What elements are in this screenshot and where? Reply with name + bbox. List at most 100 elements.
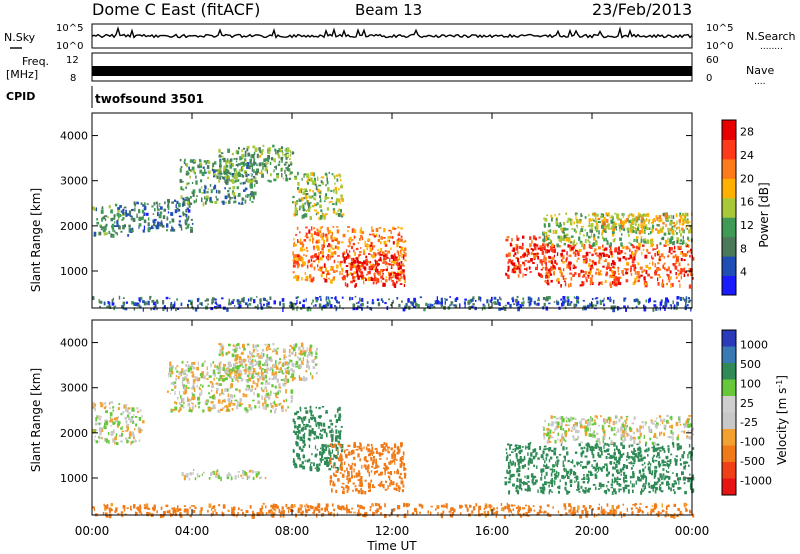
data-cell xyxy=(305,254,308,257)
data-cell xyxy=(562,249,566,252)
data-cell xyxy=(634,277,637,281)
data-cell xyxy=(661,282,663,287)
data-cell xyxy=(403,273,405,278)
data-cell xyxy=(654,219,656,223)
data-cell xyxy=(321,250,324,255)
data-cell xyxy=(592,253,594,256)
data-cell xyxy=(589,258,591,262)
data-cell xyxy=(152,213,155,215)
data-cell xyxy=(607,225,610,229)
data-cell xyxy=(334,245,337,249)
data-cell xyxy=(579,230,581,236)
data-cell xyxy=(370,479,373,483)
data-cell xyxy=(214,184,217,189)
data-cell xyxy=(286,152,289,155)
data-cell xyxy=(333,237,337,241)
data-cell xyxy=(556,243,559,248)
data-cell xyxy=(590,265,592,268)
data-cell xyxy=(367,482,371,487)
data-cell xyxy=(224,388,227,392)
data-cell xyxy=(330,189,333,192)
data-cell xyxy=(340,430,342,433)
data-cell xyxy=(289,153,291,157)
data-cell xyxy=(250,173,252,176)
data-cell xyxy=(374,471,376,475)
data-cell xyxy=(149,295,151,300)
data-cell xyxy=(244,160,246,162)
data-cell xyxy=(296,226,299,230)
data-cell xyxy=(340,213,344,218)
data-cell xyxy=(255,170,258,176)
data-cell xyxy=(594,475,598,479)
data-cell xyxy=(567,476,570,479)
data-cell xyxy=(323,422,326,427)
data-cell xyxy=(101,437,103,440)
data-cell xyxy=(261,149,264,152)
data-cell xyxy=(340,458,342,463)
data-cell xyxy=(133,302,137,306)
data-cell xyxy=(341,213,345,216)
data-cell xyxy=(315,420,317,422)
data-cell xyxy=(238,169,242,172)
data-cell xyxy=(610,461,612,465)
data-cell xyxy=(574,304,578,307)
data-cell xyxy=(296,365,298,368)
data-cell xyxy=(617,266,620,269)
data-cell xyxy=(232,185,236,190)
data-cell xyxy=(558,267,561,270)
data-cell xyxy=(519,458,522,462)
data-cell xyxy=(560,227,563,231)
data-cell xyxy=(590,223,594,228)
data-cell xyxy=(189,407,191,411)
data-cell xyxy=(343,470,346,473)
data-cell xyxy=(96,221,99,225)
data-cell xyxy=(105,223,108,227)
data-cell xyxy=(379,473,383,476)
data-cell xyxy=(254,382,256,385)
data-cell xyxy=(290,368,293,371)
data-cell xyxy=(554,214,556,217)
data-cell xyxy=(667,471,670,473)
data-cell xyxy=(593,236,596,241)
data-cell xyxy=(395,227,397,230)
data-cell xyxy=(252,193,256,196)
data-cell xyxy=(340,462,343,466)
data-cell xyxy=(386,466,389,470)
data-cell xyxy=(566,302,569,306)
data-cell xyxy=(671,441,675,446)
data-cell xyxy=(607,487,609,491)
data-cell xyxy=(309,406,311,408)
data-cell xyxy=(396,273,400,277)
data-cell xyxy=(295,254,299,258)
data-cell xyxy=(231,192,235,195)
data-cell xyxy=(616,460,620,463)
data-cell xyxy=(99,430,102,436)
data-cell xyxy=(300,241,304,245)
data-cell xyxy=(150,296,152,298)
data-cell xyxy=(586,473,589,478)
data-cell xyxy=(186,374,188,377)
data-cell xyxy=(319,433,321,436)
data-cell xyxy=(644,254,648,259)
data-cell xyxy=(632,462,636,465)
data-cell xyxy=(258,400,260,404)
data-cell xyxy=(284,169,286,174)
data-cell xyxy=(376,298,380,301)
data-cell xyxy=(684,212,687,216)
data-cell xyxy=(407,298,410,303)
data-cell xyxy=(378,258,381,262)
data-cell xyxy=(522,235,525,239)
data-cell xyxy=(198,475,201,478)
data-cell xyxy=(551,243,553,247)
data-cell xyxy=(688,479,690,482)
data-cell xyxy=(346,489,349,493)
data-cell xyxy=(578,273,581,278)
data-cell xyxy=(467,300,470,305)
data-cell xyxy=(328,171,330,174)
data-cell xyxy=(363,457,367,461)
data-cell xyxy=(314,467,317,470)
data-cell xyxy=(184,386,187,390)
data-cell xyxy=(291,362,293,367)
data-cell xyxy=(346,272,348,275)
data-cell xyxy=(318,184,322,187)
